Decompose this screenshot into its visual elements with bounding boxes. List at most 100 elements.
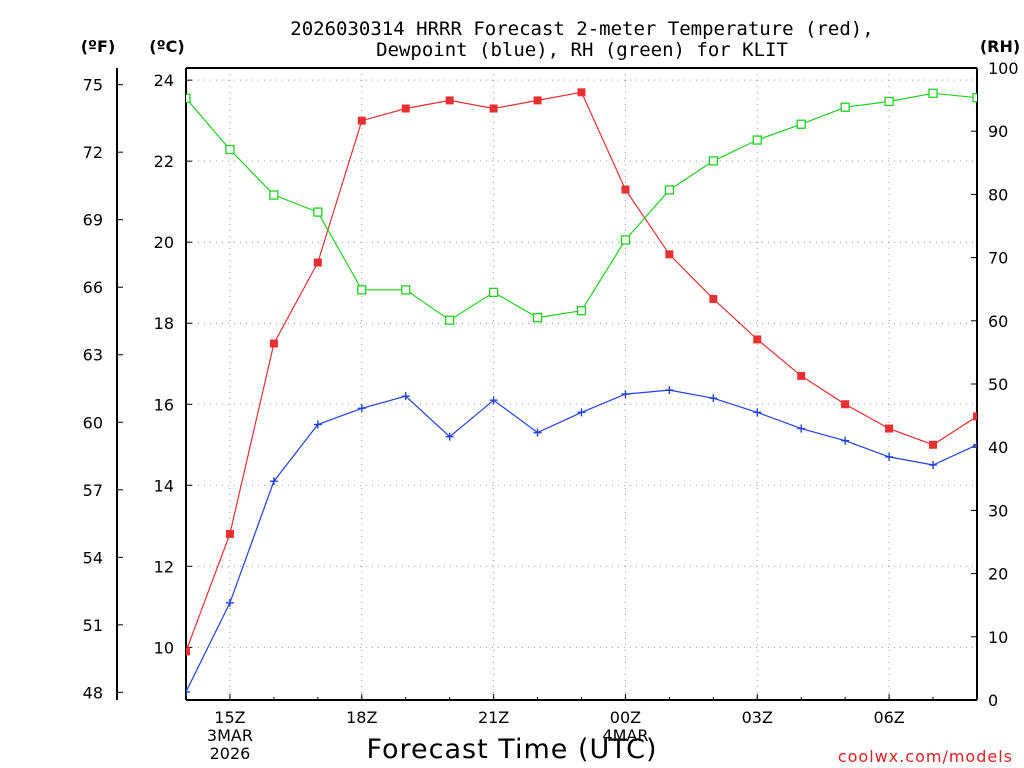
temperature-point [269, 339, 278, 348]
celsius-tick-label: 24 [154, 71, 174, 90]
rh-tick-label: 40 [988, 438, 1008, 457]
dewpoint-point [665, 386, 674, 395]
rh-point [488, 287, 499, 298]
dewpoint-point [709, 394, 718, 403]
celsius-tick-label: 12 [154, 557, 174, 576]
dewpoint-point [621, 390, 630, 399]
dewpoint-point [753, 408, 762, 417]
fahrenheit-tick-label: 51 [83, 616, 103, 635]
rh-tick-label: 30 [988, 501, 1008, 520]
dewpoint-point [357, 404, 366, 413]
rh-tick-label: 80 [988, 185, 1008, 204]
rh-point [708, 156, 718, 166]
temperature-point [841, 400, 850, 409]
temperature-point [313, 258, 322, 267]
fahrenheit-tick-label: 69 [83, 211, 103, 230]
rh-point [401, 285, 411, 295]
rh-tick-label: 20 [988, 565, 1008, 584]
dewpoint-point [225, 598, 234, 607]
fahrenheit-tick-label: 63 [83, 346, 103, 365]
series-group [186, 88, 977, 696]
temperature-point [929, 440, 938, 449]
rh-tick-label: 90 [988, 122, 1008, 141]
x-tick-label: 21Z [478, 708, 509, 727]
rh-unit-label: (RH) [980, 37, 1020, 56]
temperature-point [797, 371, 806, 380]
fahrenheit-tick-label: 48 [83, 683, 103, 702]
temperature-point [401, 104, 410, 113]
dewpoint-point [885, 452, 894, 461]
rh-tick-label: 60 [988, 312, 1008, 331]
rh-point [884, 96, 894, 107]
temperature-point [445, 96, 454, 105]
rh-point [796, 119, 806, 129]
rh-point [620, 235, 631, 245]
rh-point [225, 144, 235, 155]
celsius-tick-label: 10 [154, 638, 174, 657]
fahrenheit-tick-label: 57 [83, 481, 103, 500]
x-tick-label: 18Z [346, 708, 377, 727]
rh-tick-label: 70 [988, 249, 1008, 268]
dewpoint-point [973, 440, 977, 449]
dewpoint-point [445, 432, 454, 441]
rh-tick-label: 50 [988, 375, 1008, 394]
dewpoint-line [186, 389, 977, 693]
chart-title-line-1: 2026030314 HRRR Forecast 2-meter Tempera… [290, 18, 873, 40]
temperature-point [225, 529, 234, 538]
dewpoint-point [269, 477, 278, 486]
temperature-point [186, 647, 190, 656]
fahrenheit-tick-label: 75 [83, 76, 103, 95]
celsius-tick-label: 14 [154, 476, 174, 495]
temperature-point [489, 104, 498, 113]
rh-point [357, 285, 367, 295]
rh-tick-label: 100 [988, 59, 1019, 78]
dewpoint-point [489, 396, 498, 405]
rh-point [664, 185, 675, 195]
rh-point [186, 93, 191, 103]
chart-title-line-2: Dewpoint (blue), RH (green) for KLIT [376, 39, 788, 61]
temperature-point [973, 412, 977, 421]
celsius-tick-label: 16 [154, 395, 174, 414]
rh-point [445, 315, 455, 325]
dewpoint-point [841, 436, 850, 445]
celsius-tick-label: 20 [154, 233, 174, 252]
fahrenheit-tick-label: 72 [83, 143, 103, 162]
rh-point [313, 207, 323, 217]
grid [186, 68, 977, 700]
x-tick-label: 06Z [873, 708, 904, 727]
rh-point [840, 102, 850, 112]
rh-point [972, 93, 977, 103]
source-credit: coolwx.com/models [838, 747, 1013, 766]
series-layer [186, 88, 977, 696]
fahrenheit-tick-label: 60 [83, 413, 103, 432]
celsius-unit-label: (ºC) [149, 37, 184, 56]
temperature-point [885, 424, 894, 433]
temperature-point [533, 96, 542, 105]
rh-point [532, 312, 543, 323]
axes: 10 12 14 16 18 20 22 24 48 51 54 57 60 63 66 69 72 75 0 10 2… [83, 59, 1019, 763]
x-tick-label: 03Z [742, 708, 773, 727]
rh-tick-label: 0 [988, 691, 998, 710]
fahrenheit-tick-label: 54 [83, 548, 103, 567]
temperature-point [621, 185, 630, 194]
dewpoint-point [313, 420, 322, 429]
dewpoint-point [929, 461, 938, 470]
rh-tick-label: 10 [988, 628, 1008, 647]
temperature-point [577, 88, 586, 97]
temperature-point [357, 116, 366, 125]
x-tick-label: 4MAR [602, 726, 648, 745]
celsius-tick-label: 22 [154, 152, 174, 171]
x-tick-label: 2026 [210, 744, 251, 763]
x-tick-label: 00Z [610, 708, 641, 727]
temperature-line [186, 91, 977, 652]
fahrenheit-tick-label: 66 [83, 278, 103, 297]
rh-point [752, 135, 762, 145]
temperature-point [709, 294, 718, 303]
temperature-point [665, 250, 674, 259]
dewpoint-point [401, 392, 410, 401]
x-axis-title: Forecast Time (UTC) [366, 734, 657, 765]
dewpoint-point [797, 424, 806, 433]
dewpoint-point [577, 408, 586, 417]
